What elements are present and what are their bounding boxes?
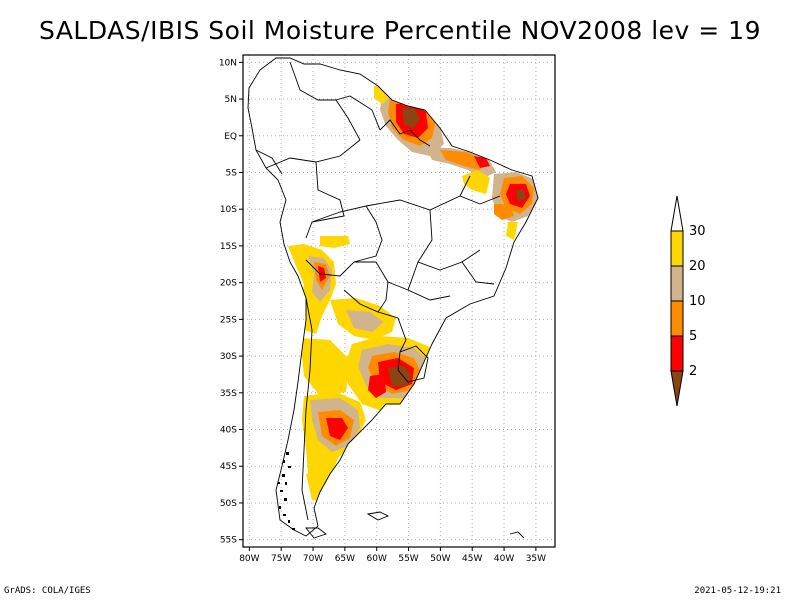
lon-tick-label: 40W xyxy=(494,554,514,564)
lat-tick-label: 55S xyxy=(220,536,237,546)
continent-coastline xyxy=(247,57,539,537)
island-south-georgia xyxy=(509,531,525,539)
coastline-and-borders xyxy=(247,57,539,539)
map-title: SALDAS/IBIS Soil Moisture Percentile NOV… xyxy=(39,16,761,45)
colorbar-bin-20-30 xyxy=(670,230,684,267)
lat-tick-label: 20S xyxy=(220,279,237,289)
lon-tick-label: 45W xyxy=(462,554,482,564)
patch-para-coast-orange xyxy=(440,150,484,170)
border-venezuela-brazil xyxy=(335,95,381,131)
border-ecuador-peru xyxy=(255,149,283,175)
patch-patagonia-red xyxy=(326,418,348,440)
colorbar-label-5: 5 xyxy=(689,329,697,344)
lon-tick-label: 75W xyxy=(271,554,291,564)
colorbar-label-10: 10 xyxy=(689,294,706,309)
falklands xyxy=(366,511,390,521)
border-bolivia xyxy=(305,205,383,277)
lat-tick-label: 45S xyxy=(220,462,237,472)
patch-pernambuco-yellow xyxy=(506,222,518,240)
patch-ne-inland-orange xyxy=(494,204,514,220)
colorbar-label-30: 30 xyxy=(689,224,706,239)
border-guianas xyxy=(379,119,431,147)
patch-para-coast-red xyxy=(474,156,490,168)
patch-central-arg-yellow xyxy=(300,338,350,396)
border-chile-argentina xyxy=(301,297,313,521)
border-colombia-venezuela xyxy=(289,61,361,141)
lat-tick-label: 10N xyxy=(219,58,237,68)
lat-tick-label: 35S xyxy=(220,389,237,399)
lat-tick-label: 10S xyxy=(220,205,237,215)
lat-tick-label: 25S xyxy=(220,315,237,325)
brazil-state-borders xyxy=(365,175,501,301)
tierra-del-fuego xyxy=(305,527,327,539)
patch-andes-yellow-north xyxy=(320,236,350,248)
colorbar-label-2: 2 xyxy=(689,364,697,379)
chile-fjord-islands xyxy=(278,452,295,530)
lat-tick-label: EQ xyxy=(224,132,237,142)
border-uruguay xyxy=(397,345,429,383)
latitude-axis: 10N 5N EQ 5S 10S 15S 20S 25S 30S 35S 40S 45S 50S 55S xyxy=(219,58,243,546)
lat-tick-label: 40S xyxy=(220,426,237,436)
lat-tick-label: 5N xyxy=(225,95,237,105)
lat-tick-label: 30S xyxy=(220,352,237,362)
lon-tick-label: 35W xyxy=(526,554,546,564)
patch-ne-brazil-brown xyxy=(516,190,526,202)
lat-tick-label: 15S xyxy=(220,242,237,252)
lon-tick-label: 55W xyxy=(398,554,418,564)
colorbar-bottom-triangle xyxy=(670,370,684,407)
lon-tick-label: 70W xyxy=(303,554,323,564)
lon-tick-label: 65W xyxy=(335,554,355,564)
footer-credit: GrADS: COLA/IGES xyxy=(4,586,91,596)
patch-uruguay-brown xyxy=(388,366,412,386)
map-border xyxy=(242,54,556,548)
border-peru-brazil xyxy=(305,161,345,239)
colorbar-bin-5-10 xyxy=(670,300,684,337)
lon-tick-label: 80W xyxy=(239,554,259,564)
patch-ne-brazil-yellow xyxy=(462,170,490,194)
colorbar-label-20: 20 xyxy=(689,259,706,274)
longitude-axis: 80W 75W 70W 65W 60W 55W 50W 45W 40W 35W xyxy=(239,547,546,564)
patch-ba-red xyxy=(368,374,386,398)
lat-tick-label: 5S xyxy=(226,168,238,178)
colorbar-top-triangle xyxy=(670,195,684,232)
lat-tick-label: 50S xyxy=(220,499,237,509)
border-paraguay xyxy=(343,261,389,313)
colorbar: 30 20 10 5 2 xyxy=(670,195,706,407)
border-argentina-brazil xyxy=(377,311,407,353)
colorbar-bin-10-20 xyxy=(670,265,684,302)
patch-amazon-north-brown xyxy=(402,108,420,128)
footer-timestamp: 2021-05-12-19:21 xyxy=(694,586,781,596)
colorbar-bin-2-5 xyxy=(670,335,684,372)
lon-tick-label: 50W xyxy=(430,554,450,564)
lon-tick-label: 60W xyxy=(367,554,387,564)
patch-chaco-tan xyxy=(346,310,384,332)
